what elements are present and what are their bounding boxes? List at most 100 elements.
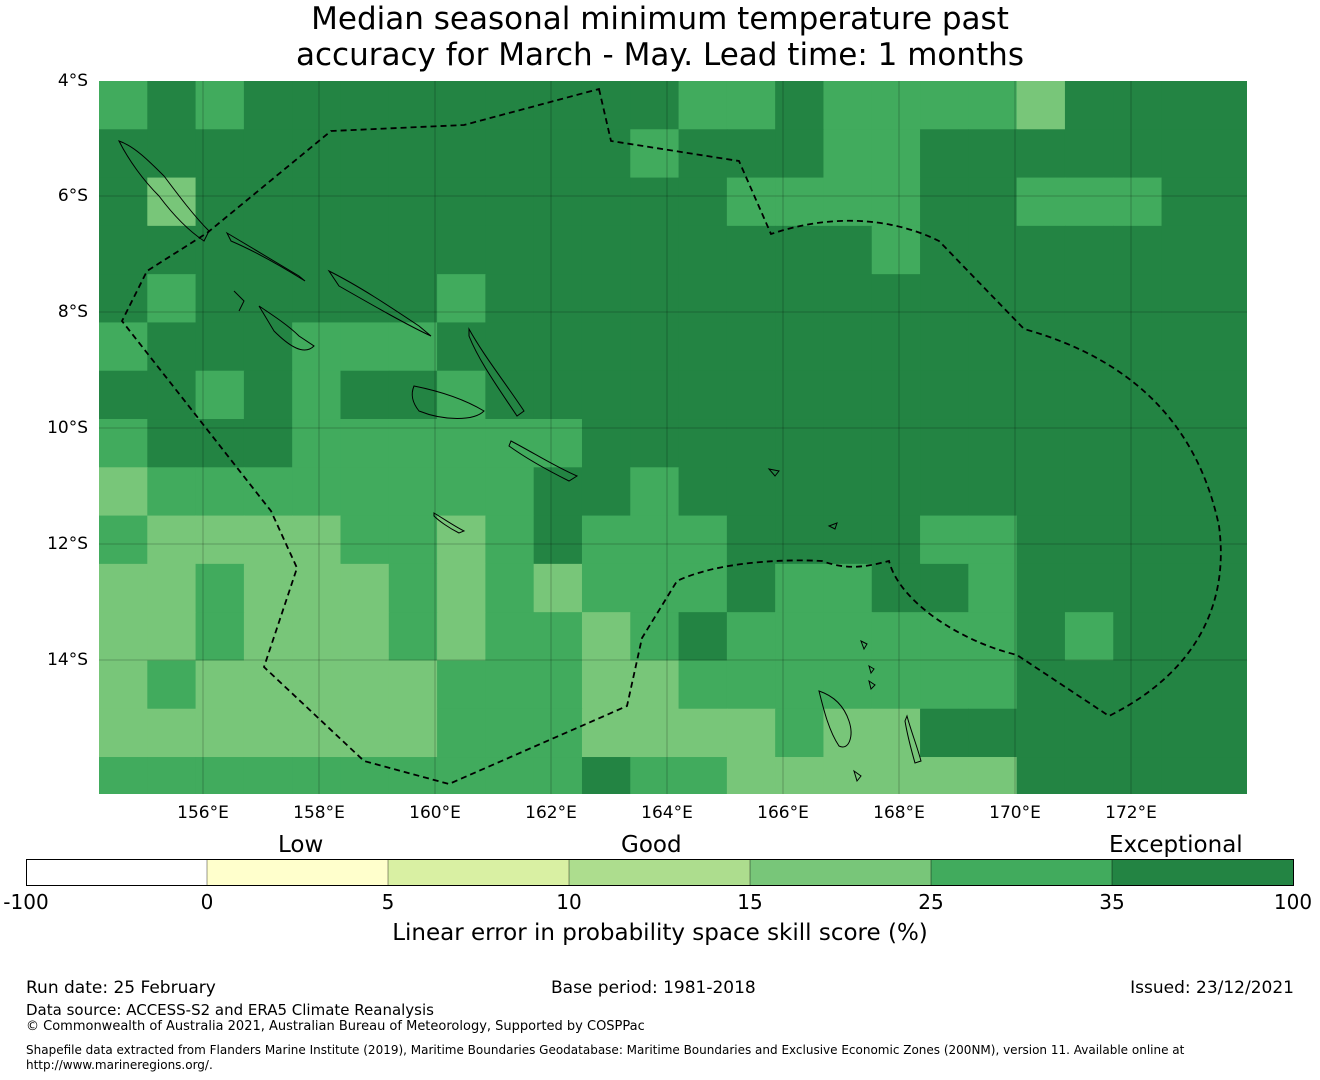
coast-bougainville [118, 140, 210, 242]
issued-date: Issued: 23/12/2021 [1130, 978, 1294, 998]
grid-cell [726, 563, 776, 613]
grid-cell [581, 757, 631, 794]
grid-cell [775, 225, 825, 275]
grid-cell [292, 757, 342, 794]
skill-grid-cells [99, 81, 1247, 794]
grid-cell [485, 467, 535, 517]
grid-cell [1161, 322, 1211, 372]
grid-cell [147, 322, 197, 372]
grid-cell [823, 81, 873, 130]
grid-cell [99, 322, 148, 372]
grid-cell [1161, 708, 1211, 758]
grid-cell [920, 225, 969, 275]
grid-cell [920, 612, 969, 662]
grid-cell [581, 370, 631, 420]
grid-cell [533, 419, 583, 468]
colorbar-tick-10: 10 [556, 890, 582, 914]
grid-cell [1113, 322, 1163, 372]
grid-cell [968, 322, 1018, 372]
grid-cell [678, 81, 728, 130]
coast-malaita [468, 327, 525, 417]
grid-cell [630, 81, 680, 130]
grid-cell [388, 370, 438, 420]
grid-cell [292, 660, 342, 710]
grid-cell [1161, 419, 1211, 468]
colorbar-tick-35: 35 [1099, 890, 1125, 914]
grid-cell [823, 612, 873, 662]
grid-cell [147, 467, 197, 517]
grid-cell [1209, 467, 1247, 517]
grid-cell [1064, 708, 1114, 758]
grid-cell [1113, 177, 1163, 227]
grid-cell [871, 515, 921, 565]
grid-cell [147, 177, 197, 227]
grid-cell [775, 322, 825, 372]
colorbar-tick-0: 0 [200, 890, 214, 914]
grid-cell [533, 757, 583, 794]
grid-cell [485, 177, 535, 227]
grid-cell [678, 370, 728, 420]
grid-cell [775, 563, 825, 613]
grid-cell [292, 274, 342, 324]
grid-cell [99, 708, 148, 758]
grid-cell [147, 612, 197, 662]
grid-cell [147, 274, 197, 324]
grid-cell [1113, 274, 1163, 324]
grid-cell [340, 563, 390, 613]
grid-cell [1113, 370, 1163, 420]
grid-cell [823, 177, 873, 227]
legend-category-exceptional: Exceptional [1109, 832, 1243, 858]
grid-cell [340, 225, 390, 275]
grid-cell [726, 612, 776, 662]
grid-cell [1016, 612, 1066, 662]
grid-cell [99, 563, 148, 613]
grid-cell [292, 177, 342, 227]
grid-cell [243, 563, 293, 613]
grid-cell [388, 708, 438, 758]
grid-cell [1209, 177, 1247, 227]
grid-cell [533, 370, 583, 420]
grid-cell [630, 274, 680, 324]
grid-cell [243, 322, 293, 372]
grid-cell [99, 660, 148, 710]
skill-score-map [99, 81, 1247, 794]
grid-cell [195, 708, 245, 758]
grid-cell [726, 177, 776, 227]
grid-cell [147, 757, 197, 794]
grid-cell [726, 322, 776, 372]
grid-cell [1209, 515, 1247, 565]
grid-cell [1209, 274, 1247, 324]
lat-label-6s: 6°S [57, 186, 88, 206]
grid-cell [775, 515, 825, 565]
grid-cell [292, 81, 342, 130]
grid-cell [630, 322, 680, 372]
grid-cell [340, 612, 390, 662]
grid-cell [195, 177, 245, 227]
grid-cell [871, 708, 921, 758]
grid-cell [581, 563, 631, 613]
grid-cell [678, 274, 728, 324]
grid-cell [340, 322, 390, 372]
grid-cell [99, 177, 148, 227]
grid-cell [388, 612, 438, 662]
grid-cell [388, 129, 438, 179]
colorbar-segment-1 [26, 859, 207, 886]
coast-vanuatu-espiritu-santo [818, 690, 852, 748]
grid-cell [726, 129, 776, 179]
grid-cell [968, 515, 1018, 565]
grid-cell [1064, 177, 1114, 227]
grid-cell [437, 177, 486, 227]
grid-cell [678, 660, 728, 710]
grid-cell [1016, 225, 1066, 275]
grid-cell [630, 612, 680, 662]
grid-cell [920, 757, 969, 794]
grid-cell [920, 177, 969, 227]
grid-cell [533, 708, 583, 758]
grid-cell [195, 660, 245, 710]
grid-cell [920, 563, 969, 613]
grid-cell [1161, 274, 1211, 324]
lat-label-12s: 12°S [47, 534, 88, 554]
grid-cell [726, 81, 776, 130]
grid-cell [1016, 708, 1066, 758]
grid-cell [147, 515, 197, 565]
